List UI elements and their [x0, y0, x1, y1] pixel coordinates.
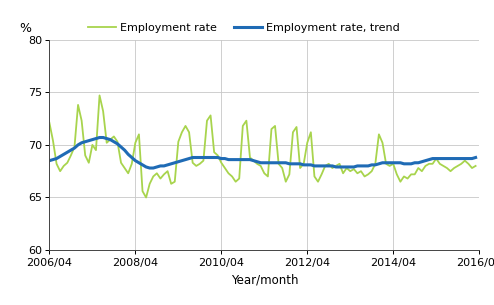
- Line: Employment rate, trend: Employment rate, trend: [49, 138, 476, 168]
- Employment rate: [140, 189, 146, 193]
- Employment rate, trend: [147, 166, 153, 170]
- Employment rate: [465, 162, 471, 166]
- Legend: Employment rate, Employment rate, trend: Employment rate, Employment rate, trend: [84, 19, 405, 38]
- Line: Employment rate: Employment rate: [49, 95, 476, 197]
- Text: %: %: [19, 23, 31, 35]
- Employment rate: [290, 131, 296, 134]
- Employment rate: [46, 121, 52, 125]
- Employment rate: [96, 94, 102, 97]
- Employment rate, trend: [465, 157, 471, 160]
- Employment rate: [473, 164, 479, 168]
- Employment rate, trend: [473, 156, 479, 159]
- X-axis label: Year/month: Year/month: [231, 274, 298, 287]
- Employment rate, trend: [46, 159, 52, 163]
- Employment rate, trend: [390, 161, 396, 165]
- Employment rate, trend: [168, 162, 174, 166]
- Employment rate: [390, 162, 396, 166]
- Employment rate, trend: [290, 162, 296, 166]
- Employment rate: [143, 196, 149, 199]
- Employment rate: [168, 182, 174, 186]
- Employment rate, trend: [347, 165, 353, 169]
- Employment rate, trend: [140, 163, 146, 167]
- Employment rate, trend: [96, 136, 102, 139]
- Employment rate: [347, 169, 353, 173]
